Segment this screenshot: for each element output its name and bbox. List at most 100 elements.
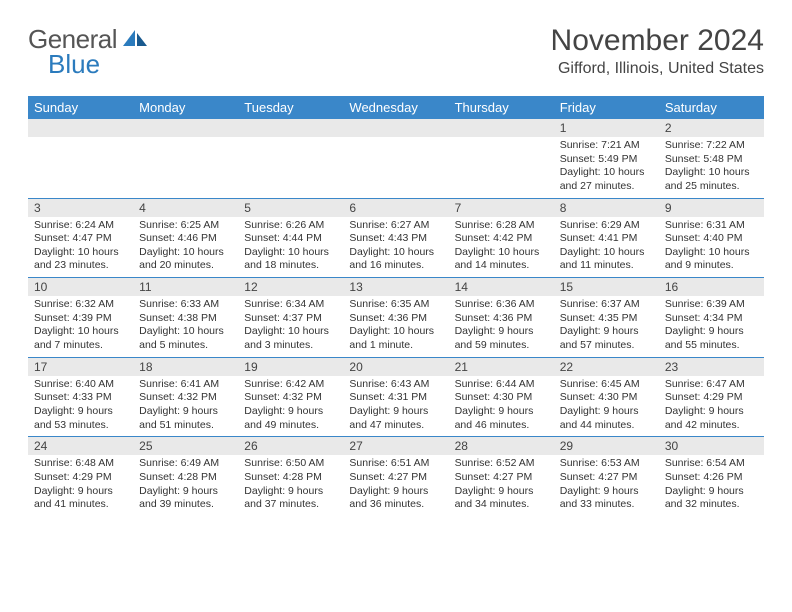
- day-number: 3: [28, 199, 133, 217]
- day-number: 30: [659, 437, 764, 455]
- detail-line: Sunrise: 6:31 AM: [665, 219, 758, 233]
- day-number: 2: [659, 119, 764, 137]
- logo-text-blue: Blue: [48, 49, 149, 80]
- day-header-row: Sunday Monday Tuesday Wednesday Thursday…: [28, 96, 764, 119]
- detail-line: Sunset: 4:30 PM: [455, 391, 548, 405]
- detail-line: Daylight: 10 hours: [244, 246, 337, 260]
- detail-line: and 14 minutes.: [455, 259, 548, 273]
- day-number: 27: [343, 437, 448, 455]
- detail-line: Sunset: 4:32 PM: [244, 391, 337, 405]
- detail-line: and 1 minute.: [349, 339, 442, 353]
- day-details: Sunrise: 6:43 AMSunset: 4:31 PMDaylight:…: [343, 376, 448, 437]
- detail-line: Sunset: 4:36 PM: [349, 312, 442, 326]
- detail-line: Sunrise: 6:34 AM: [244, 298, 337, 312]
- day-cell: 19Sunrise: 6:42 AMSunset: 4:32 PMDayligh…: [238, 358, 343, 437]
- day-cell: 6Sunrise: 6:27 AMSunset: 4:43 PMDaylight…: [343, 199, 448, 278]
- detail-line: Daylight: 10 hours: [34, 246, 127, 260]
- detail-line: Daylight: 10 hours: [560, 246, 653, 260]
- day-details: Sunrise: 6:41 AMSunset: 4:32 PMDaylight:…: [133, 376, 238, 437]
- detail-line: Sunset: 4:42 PM: [455, 232, 548, 246]
- logo: General Blue: [28, 24, 149, 80]
- day-details: Sunrise: 6:28 AMSunset: 4:42 PMDaylight:…: [449, 217, 554, 278]
- detail-line: Sunrise: 6:50 AM: [244, 457, 337, 471]
- detail-line: Daylight: 9 hours: [349, 485, 442, 499]
- day-cell: 15Sunrise: 6:37 AMSunset: 4:35 PMDayligh…: [554, 278, 659, 357]
- day-number: 7: [449, 199, 554, 217]
- day-cell: 16Sunrise: 6:39 AMSunset: 4:34 PMDayligh…: [659, 278, 764, 357]
- day-details: Sunrise: 6:40 AMSunset: 4:33 PMDaylight:…: [28, 376, 133, 437]
- day-cell: [133, 119, 238, 198]
- detail-line: Daylight: 9 hours: [665, 485, 758, 499]
- day-cell: 30 Sunrise: 6:54 AMSunset: 4:26 PMDayligh…: [659, 437, 764, 516]
- day-header: Wednesday: [343, 96, 448, 119]
- detail-line: Sunrise: 6:43 AM: [349, 378, 442, 392]
- day-number: 17: [28, 358, 133, 376]
- detail-line: Sunset: 4:38 PM: [139, 312, 232, 326]
- day-number: 23: [659, 358, 764, 376]
- detail-line: Sunrise: 6:24 AM: [34, 219, 127, 233]
- day-cell: 3Sunrise: 6:24 AMSunset: 4:47 PMDaylight…: [28, 199, 133, 278]
- detail-line: Sunset: 4:28 PM: [139, 471, 232, 485]
- detail-line: Daylight: 10 hours: [560, 166, 653, 180]
- detail-line: Sunset: 4:32 PM: [139, 391, 232, 405]
- day-number: 21: [449, 358, 554, 376]
- detail-line: and 49 minutes.: [244, 419, 337, 433]
- detail-line: Sunrise: 7:21 AM: [560, 139, 653, 153]
- detail-line: and 37 minutes.: [244, 498, 337, 512]
- detail-line: Sunrise: 6:40 AM: [34, 378, 127, 392]
- detail-line: Sunset: 4:29 PM: [34, 471, 127, 485]
- day-cell: 23Sunrise: 6:47 AMSunset: 4:29 PMDayligh…: [659, 358, 764, 437]
- day-number: 20: [343, 358, 448, 376]
- week-row: 24Sunrise: 6:48 AMSunset: 4:29 PMDayligh…: [28, 436, 764, 516]
- detail-line: Sunset: 4:35 PM: [560, 312, 653, 326]
- detail-line: and 55 minutes.: [665, 339, 758, 353]
- day-number: 13: [343, 278, 448, 296]
- day-cell: 22Sunrise: 6:45 AMSunset: 4:30 PMDayligh…: [554, 358, 659, 437]
- detail-line: and 39 minutes.: [139, 498, 232, 512]
- day-details: Sunrise: 6:49 AMSunset: 4:28 PMDaylight:…: [133, 455, 238, 516]
- day-details: Sunrise: 7:21 AMSunset: 5:49 PMDaylight:…: [554, 137, 659, 198]
- detail-line: Daylight: 9 hours: [139, 405, 232, 419]
- detail-line: Sunset: 4:27 PM: [560, 471, 653, 485]
- day-number: 9: [659, 199, 764, 217]
- day-cell: [28, 119, 133, 198]
- detail-line: Daylight: 9 hours: [34, 485, 127, 499]
- day-header: Tuesday: [238, 96, 343, 119]
- day-number: 28: [449, 437, 554, 455]
- day-cell: 25Sunrise: 6:49 AMSunset: 4:28 PMDayligh…: [133, 437, 238, 516]
- day-number: [133, 119, 238, 137]
- day-header: Monday: [133, 96, 238, 119]
- detail-line: and 16 minutes.: [349, 259, 442, 273]
- detail-line: Sunset: 4:26 PM: [665, 471, 758, 485]
- day-details: Sunrise: 6:52 AMSunset: 4:27 PMDaylight:…: [449, 455, 554, 516]
- detail-line: Sunrise: 6:54 AM: [665, 457, 758, 471]
- detail-line: Sunrise: 6:25 AM: [139, 219, 232, 233]
- detail-line: Sunrise: 6:52 AM: [455, 457, 548, 471]
- day-cell: [449, 119, 554, 198]
- detail-line: and 32 minutes.: [665, 498, 758, 512]
- sail-icon: [123, 28, 149, 53]
- detail-line: and 23 minutes.: [34, 259, 127, 273]
- detail-line: Daylight: 10 hours: [349, 325, 442, 339]
- day-number: 8: [554, 199, 659, 217]
- detail-line: Sunset: 4:31 PM: [349, 391, 442, 405]
- day-number: 5: [238, 199, 343, 217]
- week-row: 1Sunrise: 7:21 AMSunset: 5:49 PMDaylight…: [28, 119, 764, 198]
- day-header: Friday: [554, 96, 659, 119]
- day-cell: 8Sunrise: 6:29 AMSunset: 4:41 PMDaylight…: [554, 199, 659, 278]
- day-details: Sunrise: 6:37 AMSunset: 4:35 PMDaylight:…: [554, 296, 659, 357]
- day-details: Sunrise: 6:33 AMSunset: 4:38 PMDaylight:…: [133, 296, 238, 357]
- detail-line: Sunrise: 6:44 AM: [455, 378, 548, 392]
- detail-line: Daylight: 10 hours: [244, 325, 337, 339]
- detail-line: Daylight: 9 hours: [455, 485, 548, 499]
- detail-line: Sunrise: 6:53 AM: [560, 457, 653, 471]
- location: Gifford, Illinois, United States: [551, 60, 764, 78]
- day-cell: 12Sunrise: 6:34 AMSunset: 4:37 PMDayligh…: [238, 278, 343, 357]
- day-details: Sunrise: 6:27 AMSunset: 4:43 PMDaylight:…: [343, 217, 448, 278]
- day-header: Saturday: [659, 96, 764, 119]
- detail-line: and 9 minutes.: [665, 259, 758, 273]
- day-details: Sunrise: 6:36 AMSunset: 4:36 PMDaylight:…: [449, 296, 554, 357]
- detail-line: Sunrise: 6:41 AM: [139, 378, 232, 392]
- detail-line: Sunrise: 6:48 AM: [34, 457, 127, 471]
- detail-line: Sunrise: 6:32 AM: [34, 298, 127, 312]
